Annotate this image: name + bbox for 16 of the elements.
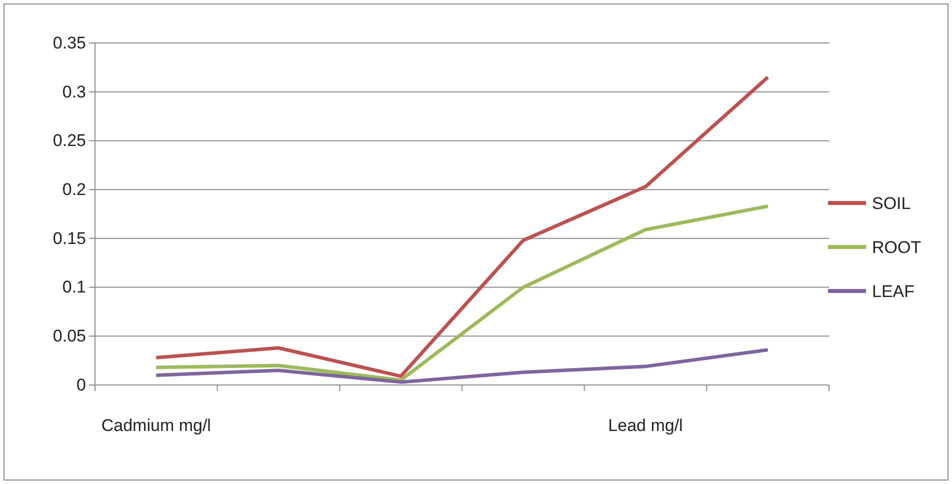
legend-label: SOIL	[872, 194, 911, 213]
y-tick-label: 0	[76, 375, 86, 394]
y-tick-label: 0.1	[62, 278, 86, 297]
x-tick-label: Cadmium mg/l	[101, 416, 211, 435]
y-tick-label: 0.15	[52, 228, 86, 248]
x-tick-label: Lead mg/l	[608, 416, 683, 435]
y-tick-label: 0.05	[52, 326, 86, 346]
legend-label: LEAF	[872, 282, 915, 301]
y-tick-label: 0.25	[52, 131, 86, 150]
y-tick-label: 0.2	[62, 180, 86, 200]
line-series	[154, 348, 770, 384]
y-tick-label: 0.35	[52, 33, 86, 52]
line-series	[154, 204, 770, 382]
y-tick-label: 0.3	[62, 82, 86, 102]
legend-label: ROOT	[872, 238, 922, 257]
line-series	[154, 75, 770, 378]
